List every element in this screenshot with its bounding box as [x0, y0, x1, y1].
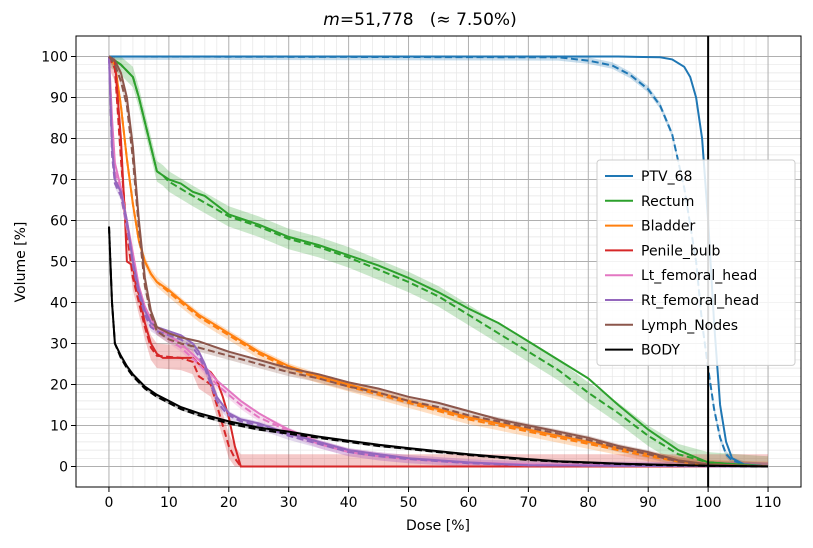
x-tick-label: 40 [340, 495, 358, 511]
y-tick-label: 40 [50, 296, 68, 312]
x-tick-label: 10 [160, 495, 178, 511]
y-tick-label: 20 [50, 378, 68, 394]
penile-bulb-dashed-line [108, 56, 768, 468]
penile-bulb-solid-line [108, 55, 768, 468]
legend-label-bladder: Bladder [641, 219, 695, 235]
axis-ticks: 0 10 20 30 40 50 60 70 80 90 100 110 0 10 20 30 40 50 60 70… [41, 50, 781, 512]
x-axis-label: Dose [%] [406, 518, 470, 534]
y-tick-label: 60 [50, 214, 68, 230]
chart-title: m=51,778 (≈ 7.50%) [323, 10, 516, 30]
y-tick-label: 100 [41, 50, 68, 66]
ptv-68-dashed-line [108, 55, 769, 468]
x-tick-label: 100 [695, 495, 722, 511]
legend-box [596, 159, 796, 366]
y-tick-label: 90 [50, 91, 68, 107]
rt-femoral-head-solid-line [108, 56, 769, 468]
legend-label-ptv-68: PTV_68 [641, 169, 692, 185]
y-tick-label: 10 [50, 419, 68, 435]
rectum-solid-line [108, 55, 769, 468]
lymph-nodes-dashed-line [108, 55, 769, 468]
legend-label-lt-femoral-head: Lt_femoral_head [641, 268, 757, 284]
legend-label-lymph-nodes: Lymph_Nodes [641, 318, 738, 334]
y-tick-label: 0 [59, 460, 68, 476]
legend-label-rectum: Rectum [641, 194, 694, 210]
legend: PTV_68 Rectum Bladder Penile_bulb Lt_femoral… [596, 159, 796, 366]
ptv-68-solid-line [109, 55, 769, 468]
body-solid-line [108, 226, 769, 468]
legend-label-body: BODY [641, 343, 680, 359]
x-tick-label: 70 [519, 495, 537, 511]
title-variable: m [323, 10, 340, 30]
x-tick-label: 90 [639, 495, 657, 511]
title-value: =51,778 (≈ 7.50%) [340, 10, 517, 30]
x-tick-label: 0 [104, 495, 113, 511]
series-lines [108, 55, 769, 468]
x-tick-label: 60 [460, 495, 478, 511]
y-tick-label: 80 [50, 132, 68, 148]
x-tick-label: 20 [220, 495, 238, 511]
x-tick-label: 30 [280, 495, 298, 511]
y-tick-label: 30 [50, 337, 68, 353]
x-tick-label: 50 [400, 495, 418, 511]
y-axis-label: Volume [%] [13, 222, 29, 303]
legend-label-rt-femoral-head: Rt_femoral_head [641, 293, 759, 309]
x-tick-label: 110 [755, 495, 782, 511]
y-tick-label: 70 [50, 173, 68, 189]
y-tick-label: 50 [50, 255, 68, 271]
legend-label-penile-bulb: Penile_bulb [641, 243, 720, 259]
x-tick-label: 80 [579, 495, 597, 511]
lymph-nodes-solid-line [108, 55, 769, 468]
